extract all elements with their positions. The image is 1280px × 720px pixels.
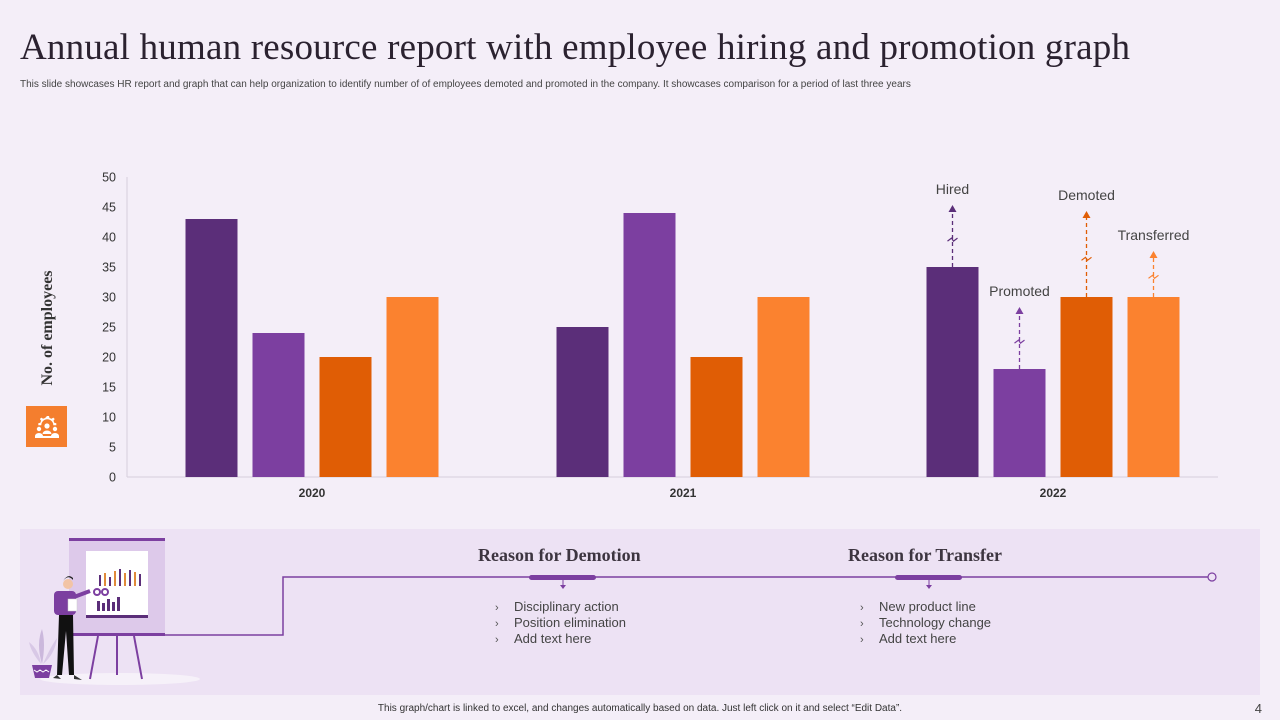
- bar-hired-2020: [185, 219, 238, 477]
- break-icon: [1014, 339, 1025, 344]
- y-tick-label: 35: [102, 261, 116, 275]
- annotation-label-promoted: Promoted: [989, 283, 1050, 299]
- break-icon: [947, 237, 958, 242]
- arrow-up-icon: [1149, 251, 1158, 258]
- page-title: Annual human resource report with employ…: [20, 27, 1131, 68]
- annotation-label-hired: Hired: [936, 181, 969, 197]
- team-gear-icon: [26, 406, 67, 447]
- board-chart-icon: [93, 569, 141, 611]
- bar-promoted-2020: [252, 333, 305, 477]
- bar-demoted-2021: [690, 357, 743, 477]
- list-item: › Technology change: [860, 615, 992, 630]
- list-item: › New product line: [860, 599, 976, 614]
- list-item: › Position elimination: [495, 615, 627, 630]
- bar-chart: 0 5 10 15 20 25 30 35 40 45 50 2020 2021 2022 Hired Pr…: [102, 171, 1218, 500]
- plant-icon: [29, 629, 57, 678]
- bar-hired-2021: [556, 327, 609, 477]
- page-subtitle: This slide showcases HR report and graph…: [20, 79, 911, 90]
- bar-transferred-2020: [386, 297, 439, 477]
- y-tick-label: 45: [102, 201, 116, 215]
- annotation-label-demoted: Demoted: [1058, 187, 1115, 203]
- break-icon: [1148, 274, 1159, 280]
- transfer-marker: [895, 575, 962, 580]
- arrow-up-icon: [1015, 307, 1024, 314]
- chevron-right-icon: ›: [495, 634, 499, 646]
- reasons-illustration: [29, 538, 1217, 685]
- x-tick-label: 2020: [299, 486, 326, 500]
- chevron-right-icon: ›: [860, 618, 864, 630]
- footer-note: This graph/chart is linked to excel, and…: [377, 703, 903, 714]
- y-tick-label: 15: [102, 381, 116, 395]
- reason-demotion-title: Reason for Demotion: [478, 545, 641, 565]
- y-tick-label: 10: [102, 411, 116, 425]
- y-tick-label: 0: [109, 471, 116, 485]
- arrow-up-icon: [1082, 211, 1091, 218]
- list-item: › Add text here: [495, 631, 592, 646]
- break-icon: [1081, 256, 1092, 262]
- y-tick-label: 30: [102, 291, 116, 305]
- chevron-right-icon: ›: [860, 602, 864, 614]
- bar-transferred-2021: [757, 297, 810, 477]
- list-item: › Add text here: [860, 631, 957, 646]
- arrow-down-icon: [926, 585, 932, 589]
- timeline-end-marker: [1207, 572, 1217, 582]
- page-number: 4: [1254, 701, 1262, 716]
- chevron-right-icon: ›: [860, 634, 864, 646]
- list-item: › Disciplinary action: [495, 599, 619, 614]
- chevron-right-icon: ›: [495, 602, 499, 614]
- y-tick-label: 20: [102, 351, 116, 365]
- bar-promoted-2022: [993, 369, 1046, 477]
- bar-hired-2022: [926, 267, 979, 477]
- timeline-line: [165, 576, 1208, 636]
- reason-transfer-title: Reason for Transfer: [848, 545, 1002, 565]
- y-tick-label: 25: [102, 321, 116, 335]
- reason-transfer-list: › New product line › Technology change › Ad…: [860, 599, 991, 647]
- y-tick-label: 40: [102, 231, 116, 245]
- presenter-figure: [53, 576, 91, 680]
- bar-promoted-2021: [623, 213, 676, 477]
- chevron-right-icon: ›: [495, 618, 499, 630]
- x-tick-label: 2021: [670, 486, 697, 500]
- x-tick-label: 2022: [1040, 486, 1067, 500]
- demotion-marker: [529, 575, 596, 580]
- reason-demotion-list: › Disciplinary action › Position eliminati…: [495, 599, 626, 647]
- reasons-panel: Reason for Demotion › Disciplinary action…: [20, 529, 1260, 695]
- bar-demoted-2022: [1060, 297, 1113, 477]
- arrow-down-icon: [560, 585, 566, 589]
- annotation-label-transferred: Transferred: [1118, 227, 1190, 243]
- floor-shadow: [40, 673, 200, 685]
- bar-demoted-2020: [319, 357, 372, 477]
- bar-transferred-2022: [1127, 297, 1180, 477]
- y-tick-label: 5: [109, 441, 116, 455]
- y-tick-label: 50: [102, 171, 116, 185]
- arrow-up-icon: [948, 205, 957, 212]
